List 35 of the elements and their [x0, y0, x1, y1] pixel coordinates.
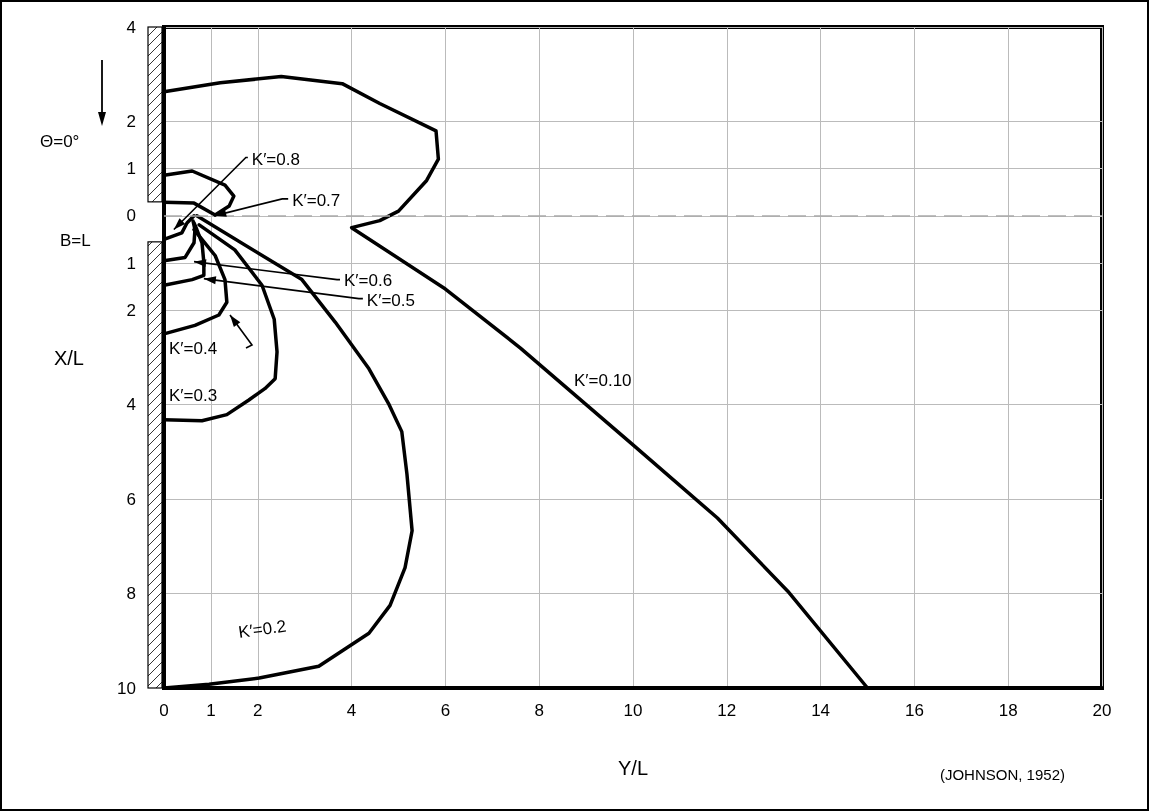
annotation: K′=0.8: [251, 149, 300, 169]
y-tick-label: 6: [126, 489, 136, 509]
x-tick-label: 10: [623, 701, 643, 720]
x-tick-label: 2: [253, 701, 263, 720]
text: (JOHNSON, 1952): [939, 766, 1065, 783]
x-tick-label: 20: [1092, 701, 1112, 720]
text: B=L: [60, 231, 91, 250]
y-tick-label: 4: [126, 17, 136, 37]
annotation: K′=0.6: [344, 270, 393, 290]
x-tick-label: 1: [206, 701, 216, 720]
x-tick-label: 4: [346, 701, 357, 720]
x-tick-label: 0: [159, 701, 169, 720]
annotation: K′=0.3: [169, 386, 218, 405]
y-tick-label: 2: [126, 300, 136, 320]
y-tick-label: 0: [126, 206, 136, 226]
annotation: K′=0.7: [292, 190, 341, 210]
y-tick-label: 1: [126, 159, 136, 179]
x-tick-label: 14: [811, 701, 831, 720]
x-tick-label: 12: [717, 701, 737, 720]
x-tick-label: 8: [534, 701, 544, 720]
x-tick-label: 6: [440, 701, 451, 720]
x-axis-title: Y/L: [617, 757, 649, 779]
y-tick-label: 4: [126, 395, 136, 415]
annotation: K′=0.4: [169, 339, 218, 358]
y-axis-title: X/L: [53, 346, 84, 369]
y-tick-label: 10: [117, 678, 136, 698]
annotation: K′=0.2: [237, 616, 288, 643]
x-tick-label: 18: [998, 701, 1018, 720]
text: Θ=0°: [40, 132, 80, 151]
x-tick-label: 16: [904, 701, 924, 720]
y-tick-label: 8: [126, 584, 136, 604]
y-tick-label: 1: [126, 253, 136, 273]
annotation: K′=0.5: [366, 290, 415, 310]
annotation: K′=0.10: [574, 371, 632, 390]
y-tick-label: 2: [126, 111, 136, 131]
